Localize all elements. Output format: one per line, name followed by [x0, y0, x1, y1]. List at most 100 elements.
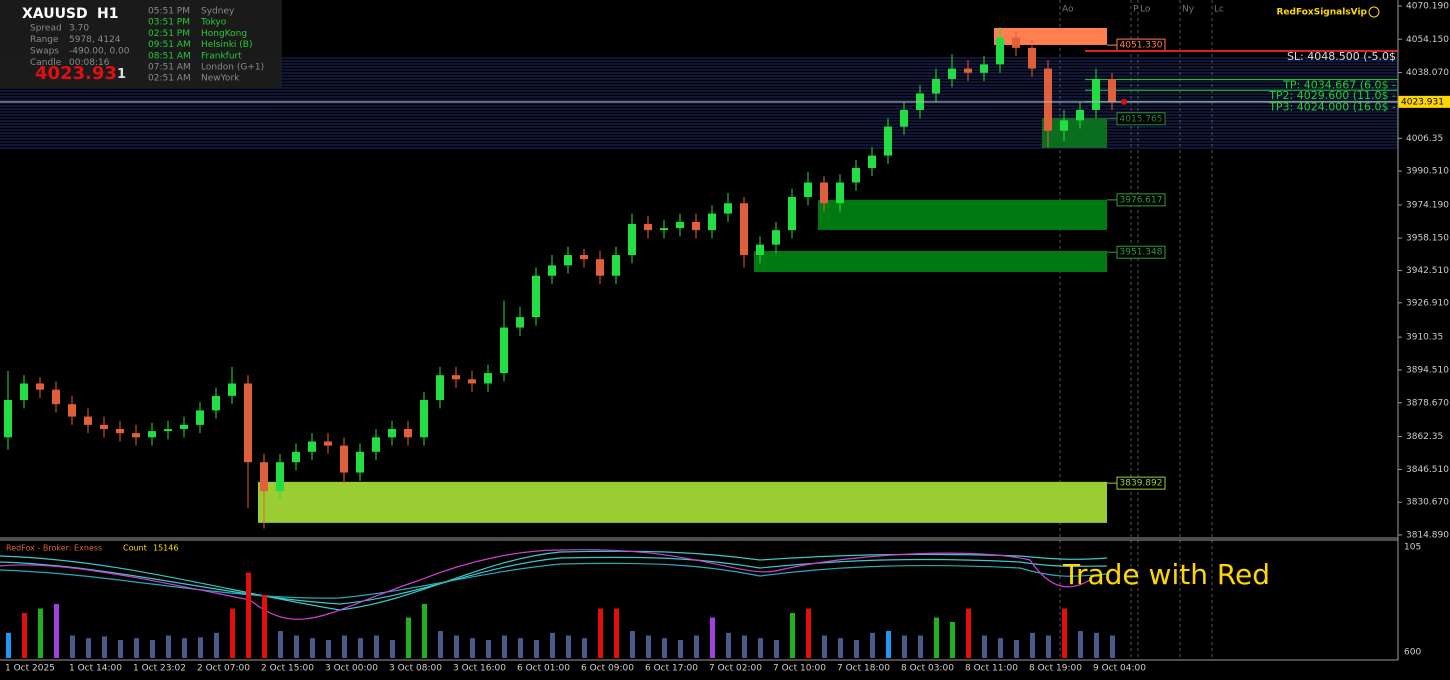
session-time: 05:51 PM [148, 7, 190, 17]
volume-bar [982, 635, 987, 658]
candle-body [276, 462, 284, 492]
candle-body [404, 429, 412, 438]
candle-body [468, 379, 476, 384]
candle-body [836, 182, 844, 204]
candle-body [884, 126, 892, 156]
candle-body [244, 383, 252, 463]
session-time: 07:51 AM [148, 63, 191, 73]
price: 4023.931 [35, 63, 126, 84]
y-tick-label: 3814.890 [1406, 530, 1449, 540]
candle-body [964, 68, 972, 73]
volume-bar [166, 635, 171, 658]
session-name: Sydney [201, 7, 235, 17]
volume-bar [854, 640, 859, 658]
volume-bar [934, 617, 939, 658]
candle-body [564, 255, 572, 266]
brand-icon [1368, 6, 1380, 18]
volume-bar [422, 604, 427, 658]
volume-bar [182, 638, 187, 658]
candle-body [292, 451, 300, 463]
volume-bar [406, 617, 411, 658]
brand: RedFoxSignalsVip [1276, 8, 1367, 18]
volume-bar [694, 635, 699, 658]
y-tick-label: 3926.910 [1406, 298, 1449, 308]
entry-dot [1121, 98, 1127, 105]
volume-bar [1094, 632, 1099, 658]
x-tick-label: 3 Oct 08:00 [389, 664, 442, 674]
price-main: 4023.93 [35, 63, 117, 84]
trade-level-label: SL: 4048.500 (-5.0$ [1287, 50, 1396, 63]
trade-level-label: TP3: 4024.000 (16.0$ - [1268, 101, 1396, 114]
volume-bar [662, 638, 667, 658]
candle-body [772, 230, 780, 245]
volume-bar [278, 631, 283, 658]
session-time: 02:51 PM [148, 29, 190, 39]
candle-body [4, 400, 12, 438]
candle-body [228, 383, 236, 396]
candle-body [756, 244, 764, 256]
indicator-scale-top: 105 [1404, 543, 1421, 553]
candle-body [724, 203, 732, 214]
y-tick-label: 3958.150 [1406, 234, 1449, 244]
candle-body [20, 383, 28, 401]
volume-bar [246, 572, 251, 658]
y-tick-label: 4070.190 [1406, 2, 1449, 12]
volume-bar [134, 638, 139, 658]
indicator-annotation: Trade with Red [1062, 558, 1270, 591]
volume-bar [870, 632, 875, 658]
candle-body [820, 182, 828, 204]
session-time: 03:51 PM [148, 18, 190, 28]
candle-body [388, 429, 396, 438]
volume-bar [742, 635, 747, 658]
zone-label-box [1116, 193, 1166, 207]
candle-body [1060, 120, 1068, 131]
session-time: 08:51 AM [148, 51, 191, 61]
candle-body [932, 78, 940, 94]
indicator-count-label: Count [123, 544, 147, 553]
candle-body [68, 404, 76, 417]
candle-body [84, 416, 92, 425]
info-value: 5978, 4124 [69, 35, 121, 45]
volume-bar [790, 613, 795, 658]
ribbon-line [0, 550, 1108, 611]
candle-body [260, 462, 268, 492]
volume-bar [822, 635, 827, 658]
candle-body [596, 259, 604, 276]
x-tick-label: 6 Oct 09:00 [581, 664, 634, 674]
volume-bar [838, 638, 843, 658]
zone-label-box [1116, 476, 1166, 490]
info-label: Spread [30, 24, 62, 34]
candle-body [324, 441, 332, 446]
candle-body [52, 389, 60, 405]
volume-bar [534, 640, 539, 658]
volume-bar [902, 635, 907, 658]
x-tick-label: 1 Oct 2025 [5, 664, 55, 674]
x-tick-label: 7 Oct 02:00 [709, 664, 762, 674]
y-tick-label: 3942.510 [1406, 266, 1449, 276]
volume-bar [342, 635, 347, 658]
candle-body [516, 317, 524, 328]
volume-bar [358, 638, 363, 658]
x-tick-label: 2 Oct 15:00 [261, 664, 314, 674]
candle-body [420, 400, 428, 438]
volume-bar [566, 635, 571, 658]
volume-bar [310, 638, 315, 658]
current-price-tag [1398, 95, 1450, 108]
y-tick-label: 3990.510 [1406, 167, 1449, 177]
volume-bar [502, 635, 507, 658]
candle-body [548, 265, 556, 276]
volume-bar [758, 638, 763, 658]
candle-body [308, 441, 316, 452]
y-tick-label: 3830.670 [1406, 498, 1449, 508]
x-tick-label: 8 Oct 19:00 [1029, 664, 1082, 674]
volume-bar [6, 632, 11, 658]
session-name: Tokyo [200, 18, 227, 28]
session-marker-label: Lo [1140, 5, 1151, 15]
session-marker-label: Lc [1214, 5, 1224, 15]
volume-bar [998, 638, 1003, 658]
session-name: Helsinki (B) [201, 40, 252, 50]
volume-bar [390, 640, 395, 658]
candle-body [132, 433, 140, 438]
